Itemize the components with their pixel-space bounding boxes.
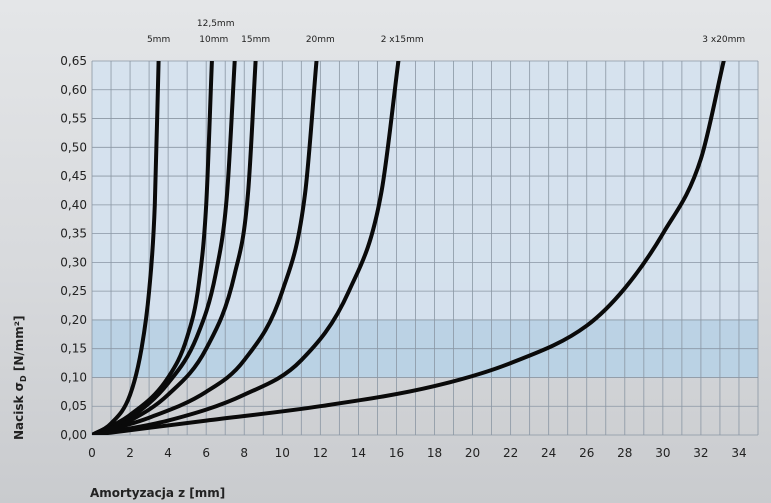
x-tick-label: 0 — [88, 446, 96, 460]
tick-labels: 0,00 0,05 0,10 0,15 0,20 0,25 0,30 0,35 0,40 0,45… — [60, 54, 746, 460]
y-tick-label: 0,50 — [60, 140, 87, 154]
y-tick-label: 0,15 — [60, 342, 87, 356]
grid-lines — [91, 60, 759, 436]
x-tick-label: 32 — [693, 446, 708, 460]
y-tick-label: 0,10 — [60, 370, 87, 384]
x-tick-label: 28 — [617, 446, 632, 460]
x-tick-label: 10 — [275, 446, 290, 460]
x-tick-label: 16 — [389, 446, 404, 460]
x-tick-label: 24 — [541, 446, 556, 460]
y-tick-label: 0,55 — [60, 112, 87, 126]
curve-label: 15mm — [241, 35, 270, 45]
curve-20mm — [92, 61, 319, 435]
curve-2x15mm — [92, 61, 401, 435]
curve-3x20mm — [92, 61, 726, 435]
y-tick-label: 0,40 — [60, 198, 87, 212]
y-axis-label: Nacisk σD [N/mm²] — [12, 316, 28, 441]
y-axis-label-unit: [N/mm²] — [12, 316, 26, 376]
x-tick-label: 22 — [503, 446, 518, 460]
y-tick-label: 0,20 — [60, 313, 87, 327]
x-tick-label: 4 — [164, 446, 172, 460]
y-tick-label: 0,45 — [60, 169, 87, 183]
y-tick-label: 0,25 — [60, 284, 87, 298]
y-tick-label: 0,35 — [60, 227, 87, 241]
x-tick-label: 8 — [240, 446, 248, 460]
y-tick-label: 0,00 — [60, 428, 87, 442]
curve-label: 10mm — [199, 35, 228, 45]
y-axis-label-subscript: D — [19, 375, 28, 382]
x-tick-label: 30 — [655, 446, 670, 460]
highlight-band-1 — [92, 61, 758, 320]
plot-area — [92, 61, 726, 435]
y-tick-label: 0,65 — [60, 54, 87, 68]
x-tick-label: 20 — [465, 446, 480, 460]
curve-label: 5mm — [147, 35, 170, 45]
curve-label: 3 x20mm — [702, 35, 745, 45]
highlight-bands — [92, 61, 758, 378]
y-axis-label-main: Nacisk σ — [12, 382, 26, 440]
x-tick-label: 14 — [351, 446, 366, 460]
curve-5mm — [92, 61, 161, 435]
x-tick-label: 2 — [126, 446, 134, 460]
y-tick-label: 0,05 — [60, 399, 87, 413]
curve-125mm — [92, 61, 237, 435]
x-axis-label: Amortyzacja z [mm] — [90, 486, 225, 500]
y-tick-label: 0,60 — [60, 83, 87, 97]
curve-15mm — [92, 61, 258, 435]
curve-label: 2 x15mm — [381, 35, 424, 45]
x-tick-label: 34 — [731, 446, 746, 460]
y-tick-label: 0,30 — [60, 255, 87, 269]
curve-labels: 5mm 12,5mm 10mm 15mm 20mm 2 x15mm 3 x20mm — [147, 19, 745, 45]
x-tick-label: 12 — [313, 446, 328, 460]
curve-label: 12,5mm — [197, 19, 235, 29]
x-tick-label: 26 — [579, 446, 594, 460]
x-tick-label: 18 — [427, 446, 442, 460]
curve-10mm — [92, 61, 214, 435]
x-tick-label: 6 — [202, 446, 210, 460]
curve-label: 20mm — [306, 35, 335, 45]
